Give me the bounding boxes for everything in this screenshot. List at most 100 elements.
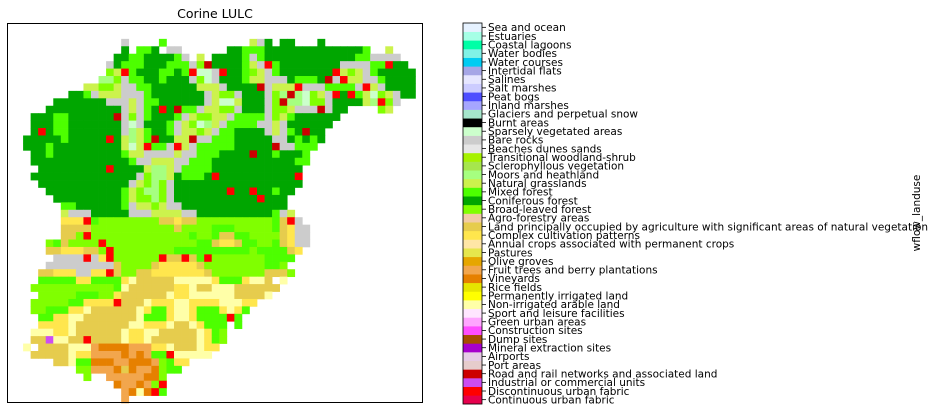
colorbar-swatch [463,100,482,110]
map-cell [196,120,205,129]
map-cell [83,142,92,151]
colorbar-swatch [463,74,482,84]
map-cell [241,135,250,144]
map-cell [113,105,122,114]
map-cell [91,83,99,92]
map-cell [83,276,92,285]
colorbar-tick-label: Sea and ocean [488,22,566,34]
map-cell [45,336,54,344]
map-cell [211,224,220,233]
map-cell [75,120,84,129]
map-cell [204,76,213,84]
map-cell [151,202,160,211]
map-cell [241,291,250,300]
map-cell [287,150,296,159]
colorbar-tick-label: Salines [488,74,526,86]
map-cell [106,365,114,374]
map-cell [196,187,205,196]
map-cell [45,239,54,248]
map-cell [181,76,190,84]
map-cell [98,120,107,129]
map-cell [23,142,31,151]
map-cell [249,113,258,121]
map-cell [264,165,273,173]
map-cell [91,194,99,203]
map-cell [143,209,152,218]
map-cell [189,150,197,159]
colorbar-tick-label: Continuous urban fabric [488,394,615,406]
map-cell [106,120,114,129]
map-cell [143,336,152,344]
colorbar-label: wflow_landuse [911,175,923,252]
map-cell [181,350,190,359]
map-cell [332,68,341,77]
map-cell [347,68,356,77]
map-cell [75,306,84,315]
map-cell [204,202,213,211]
map-cell [196,180,205,188]
map-cell [166,202,175,211]
map-cell [166,276,175,285]
map-cell [75,239,84,248]
map-cell [143,291,152,300]
map-cell [60,269,69,278]
map-cell [158,113,167,121]
map-cell [75,246,84,255]
map-cell [234,113,243,121]
map-cell [257,202,265,211]
map-cell [136,328,145,337]
map-cell [211,269,220,278]
map-cell [241,254,250,263]
map-cell [128,350,137,359]
map-cell [355,46,363,55]
map-cell [143,388,152,396]
map-cell [294,157,303,166]
map-cell [196,53,205,62]
map-cell [257,46,265,55]
map-cell [272,46,280,55]
map-cell [128,232,137,240]
map-cell [249,105,258,114]
map-cell [60,350,69,359]
map-cell [98,269,107,278]
map-cell [151,239,160,248]
map-cell [204,61,213,69]
map-cell [249,276,258,285]
map-cell [355,90,363,99]
map-cell [143,380,152,389]
map-cell [196,284,205,292]
map-cell [106,224,114,233]
map-cell [158,53,167,62]
map-cell [151,187,160,196]
map-cell [113,187,122,196]
map-cell [136,150,145,159]
map-cell [38,142,47,151]
map-cell [45,113,54,121]
map-cell [106,343,114,352]
map-cell [294,105,303,114]
map-cell [196,165,205,173]
map-cell [249,269,258,278]
map-cell [121,254,130,263]
map-cell [219,246,228,255]
map-cell [143,53,152,62]
map-cell [128,328,137,337]
map-cell [189,128,197,136]
map-cell [128,373,137,382]
map-cell [226,128,235,136]
map-cell [151,373,160,382]
map-cell [196,172,205,181]
map-cell [158,135,167,144]
map-cell [53,246,62,255]
map-cell [279,83,288,92]
map-cell [158,90,167,99]
map-cell [279,142,288,151]
map-cell [272,76,280,84]
colorbar-swatch [463,170,482,180]
map-cell [181,61,190,69]
map-cell [136,232,145,240]
map-cell [68,180,77,188]
map-cell [204,128,213,136]
map-cell [91,284,99,292]
map-cell [53,165,62,173]
